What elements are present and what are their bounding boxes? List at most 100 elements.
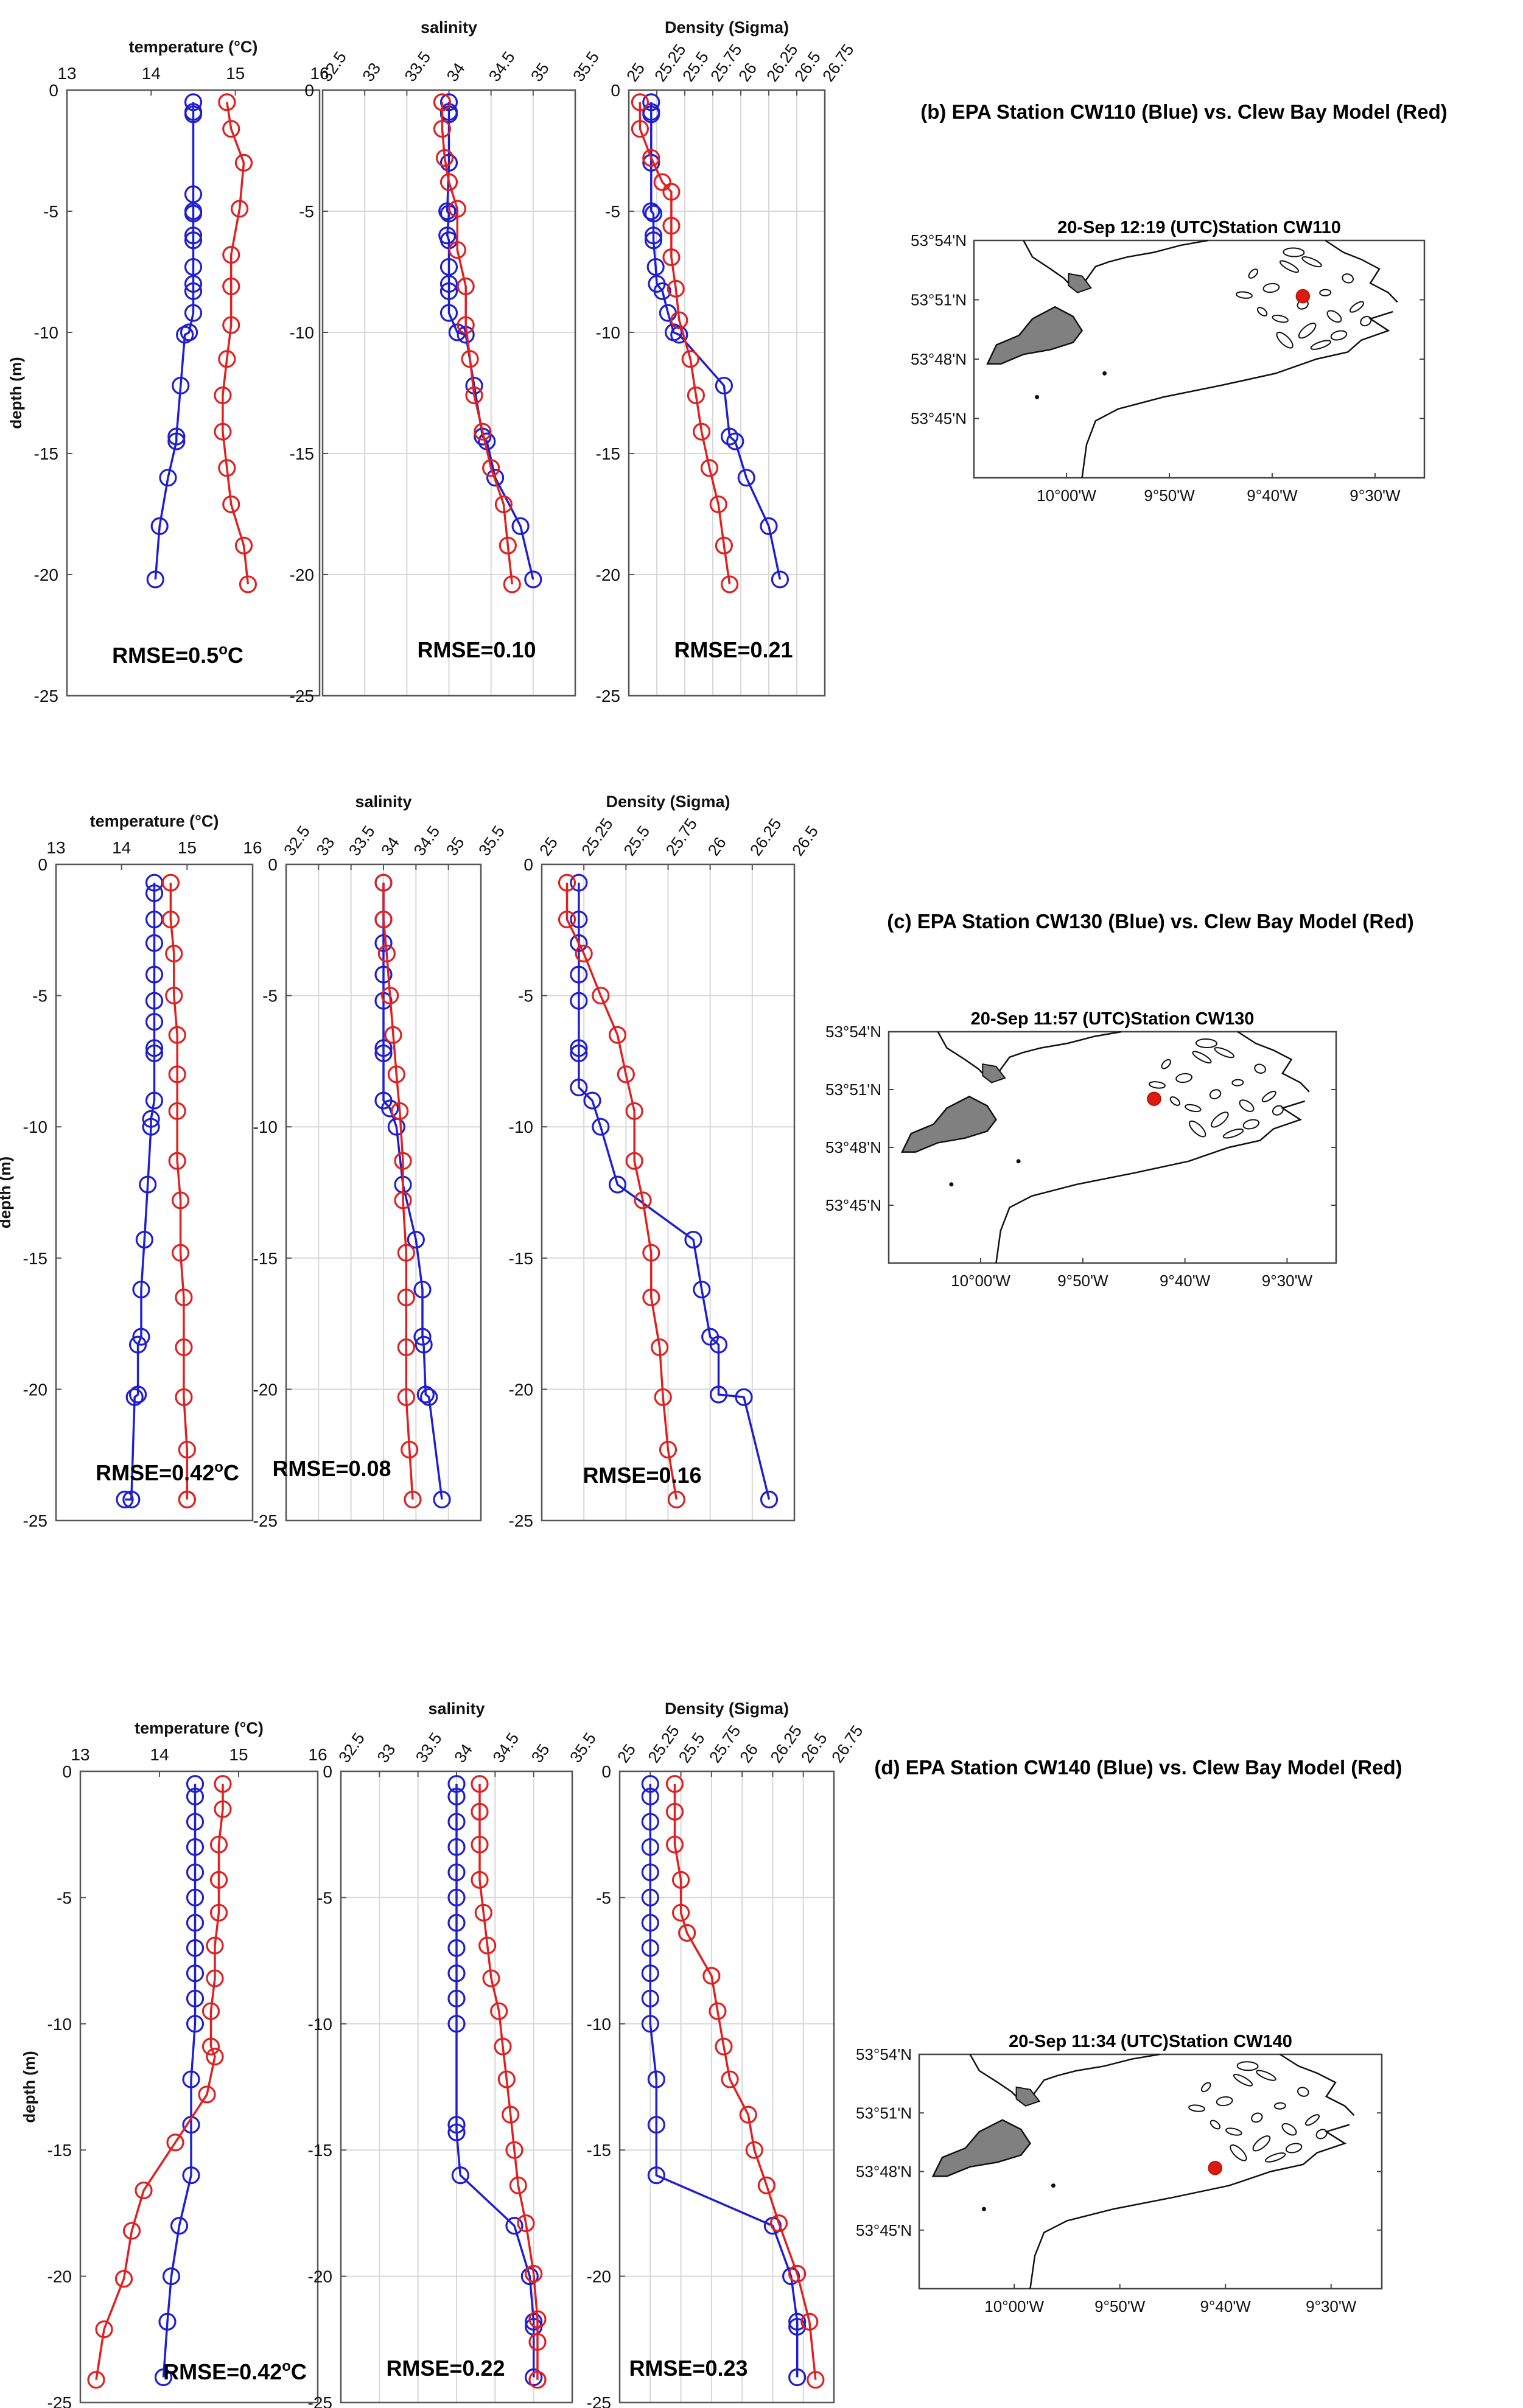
rmse-value: RMSE=0.42 [163,2359,282,2384]
rmse-annotation: RMSE=0.21 [674,637,793,662]
x-tick-label: 13 [46,838,65,857]
y-tick-label: -20 [34,565,58,584]
observed-profile-marker [416,1385,435,1404]
observed-profile-marker [653,282,671,300]
observed-profile-marker [145,965,164,984]
observed-profile-marker [583,1091,601,1110]
observed-profile-marker [170,2217,189,2235]
axes-frame [628,89,826,697]
model-profile-marker [165,986,183,1005]
x-tick-label: 16 [310,64,329,83]
observed-profile-line [455,1783,535,2378]
y-tick-label: -25 [596,687,620,705]
model-profile-marker [709,2002,727,2020]
model-profile-marker [381,986,399,1005]
observed-profile-marker [186,1888,205,1906]
map-frame [918,2053,1383,2290]
observed-profile-marker [167,432,186,450]
observed-profile-marker [447,1989,466,2007]
figure-panel-d: 0 -5 -10 -15 -20 -25 13 14 15 16 temperature (°C) d… [20,1699,1402,2408]
map-islet [1304,2114,1320,2126]
observed-profile-marker [524,570,542,589]
map-frame [888,1031,1337,1264]
observed-profile-marker [438,202,457,220]
model-profile-marker [721,2070,739,2088]
map-islet [1214,1047,1235,1059]
observed-profile-marker [154,2368,173,2387]
model-profile-marker [478,1936,497,1955]
map-south-coastline [1081,310,1393,478]
observed-profile-marker [186,1775,205,1793]
observed-profile-marker [186,2015,205,2033]
model-profile-marker [206,1936,224,1955]
map-lat-label: 53°51'N [856,2104,912,2122]
map-station-marker [1208,2160,1222,2175]
observed-profile-marker [439,93,458,111]
observed-profile-marker [641,1775,659,1793]
y-tick-label: -15 [23,1249,47,1268]
model-profile-marker [95,2320,113,2339]
map-lon-label: 9°40'W [1200,2297,1252,2315]
map-clare-island [986,306,1084,365]
observed-profile-marker [447,1863,466,1881]
rmse-value: RMSE=0.42 [96,1460,214,1485]
model-profile-marker [667,1490,685,1509]
y-tick-label: 0 [611,81,620,100]
y-tick-label: -20 [587,2267,611,2286]
model-profile-marker [665,1835,684,1853]
observed-profile-marker [132,1280,150,1299]
y-axis-label: depth (m) [20,2051,38,2123]
model-profile-marker [471,1775,489,1793]
subplot-title: temperature (°C) [135,1719,264,1737]
observed-profile-marker [505,2217,523,2235]
map-islet [1349,301,1365,313]
model-profile-marker [631,120,649,138]
y-tick-label: -25 [34,687,58,705]
map-islet [1276,331,1294,349]
model-profile-marker [505,2141,523,2159]
y-tick-label: -20 [509,1380,533,1399]
y-tick-label: -5 [262,987,278,1006]
model-profile-marker [670,311,688,329]
observed-profile-marker [145,1044,164,1063]
model-profile-marker [528,2310,547,2328]
observed-profile-marker [644,231,663,250]
model-profile-marker [471,1835,489,1853]
model-profile-marker [397,1338,415,1357]
observed-profile-marker [570,992,588,1010]
y-tick-label: -15 [253,1249,278,1268]
observed-profile-marker [447,1775,466,1793]
observed-profile-marker [447,2123,466,2141]
model-profile-marker [788,2264,807,2283]
observed-profile-marker [413,1328,432,1346]
map-islet [1236,291,1253,299]
model-profile-marker [471,1802,489,1821]
observed-profile-marker [570,873,588,892]
y-tick-label: -25 [509,1511,533,1530]
observed-profile-marker [447,1914,466,1932]
rmse-value: RMSE=0.16 [583,1463,701,1488]
y-tick-label: -20 [253,1380,278,1399]
model-profile-marker [222,316,240,334]
model-profile-marker [206,1969,224,1987]
map-lon-label: 9°40'W [1160,1272,1211,1290]
rmse-annotation: RMSE=0.16 [583,1463,701,1488]
observed-profile-marker [167,427,186,446]
x-tick-label: 15 [226,64,245,83]
observed-profile-marker [693,1280,711,1299]
map-lat-label: 53°48'N [825,1138,881,1157]
y-tick-label: -10 [509,1118,533,1136]
map-islet [1281,2123,1297,2136]
model-profile-marker [720,575,739,593]
model-profile-marker [175,1388,193,1406]
y-tick-label: -5 [43,202,58,221]
model-profile-series [665,1775,825,2389]
model-profile-marker [218,93,236,111]
observed-profile-marker [374,965,393,984]
observed-profile-marker [570,965,588,984]
map-islet [1261,1090,1276,1102]
observed-profile-marker [145,884,164,903]
rmse-degree-sup: o [214,1459,223,1475]
map-islet [1301,256,1322,268]
model-profile-marker [651,1338,669,1357]
